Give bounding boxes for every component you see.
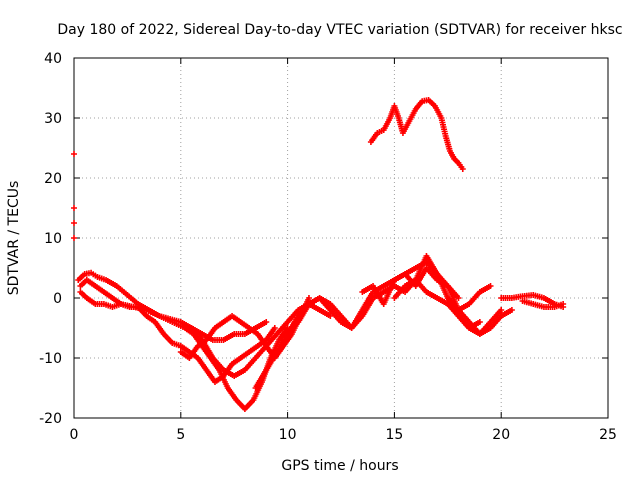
data-point [327,313,334,319]
y-tick-label: -20 [39,411,62,427]
y-tick-label: 40 [44,51,62,67]
series-arc-h [359,265,515,337]
x-tick-label: 5 [176,427,185,443]
y-axis-label: SDTVAR / TECUs [6,181,22,296]
data-point [71,205,77,211]
data-point [271,325,278,331]
y-tick-label: 30 [44,111,62,127]
y-tick-label: 10 [44,231,62,247]
x-tick-label: 20 [492,427,510,443]
series-arc-l [519,298,567,310]
x-tick-label: 15 [385,427,403,443]
ticks: 0 5 10 15 20 25 -20 -10 0 10 20 30 40 [39,51,617,443]
series-left-edge [71,151,77,241]
x-axis-label: GPS time / hours [281,458,398,474]
data-point [508,307,515,313]
data-point [71,151,77,157]
data-point [459,166,466,172]
data-point [487,283,494,289]
y-tick-label: 20 [44,171,62,187]
series-arc-e [188,301,334,379]
x-tick-label: 10 [279,427,297,443]
chart-title: Day 180 of 2022, Sidereal Day-to-day VTE… [57,22,622,38]
series-arc-i [391,277,505,337]
data-point [498,307,505,313]
data-point [263,319,270,325]
data-point [71,235,77,241]
data-point [560,301,567,307]
y-tick-label: -10 [39,351,62,367]
y-tick-label: 0 [53,291,62,307]
data-point [476,319,483,325]
data-point [71,220,77,226]
data-point [305,295,312,301]
data-points [71,97,567,412]
series-arc-j [444,283,494,313]
x-tick-label: 0 [70,427,79,443]
series-arc-high [367,97,466,172]
grid [74,58,608,418]
x-tick-label: 25 [599,427,617,443]
data-point [455,295,462,301]
